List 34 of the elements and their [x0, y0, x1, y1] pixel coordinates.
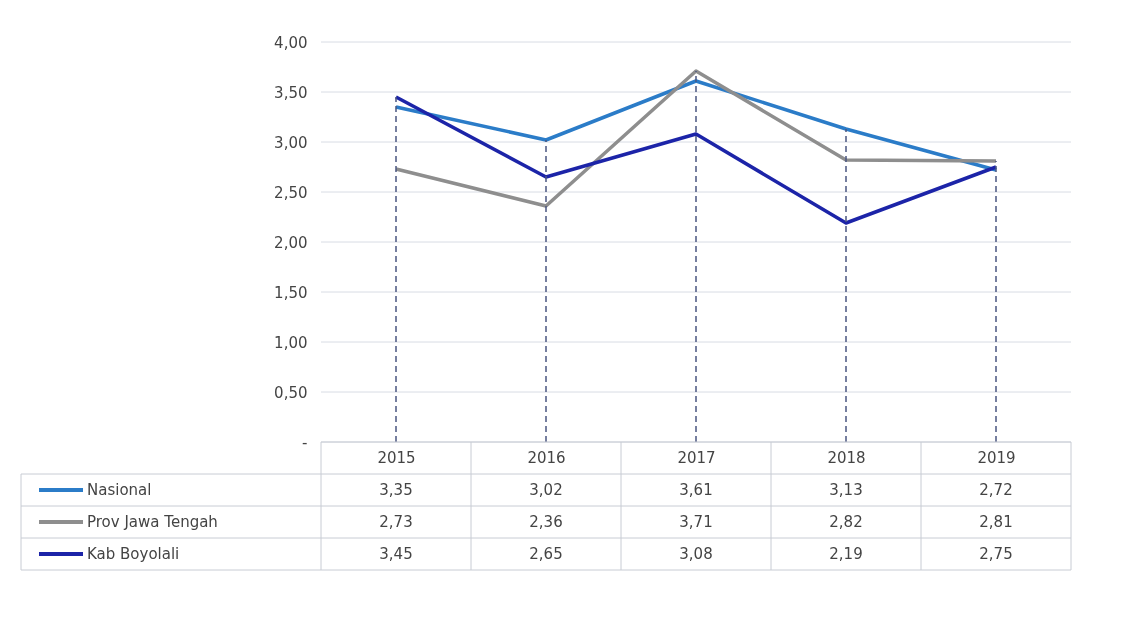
y-tick-label: 1,50: [274, 283, 308, 302]
x-tick-label: 2019: [977, 448, 1016, 467]
y-tick-label: 3,50: [274, 83, 308, 102]
data-label: 3,61: [679, 481, 713, 499]
data-label: 3,45: [379, 545, 413, 563]
y-tick-label: 1,00: [274, 333, 308, 352]
legend-label: Prov Jawa Tengah: [87, 513, 218, 531]
legend-label: Nasional: [87, 481, 152, 499]
data-label: 2,72: [979, 481, 1013, 499]
line-series: [394, 95, 998, 225]
x-tick-label: 2018: [827, 448, 866, 467]
y-tick-label: 0,50: [274, 383, 308, 402]
x-tick-label: 2017: [677, 448, 716, 467]
data-label: 3,13: [829, 481, 863, 499]
data-label: 2,81: [979, 513, 1013, 531]
x-tick-label: 2015: [377, 448, 416, 467]
data-label: 3,08: [679, 545, 713, 563]
legend-label: Kab Boyolali: [87, 545, 180, 563]
y-tick-label: 3,00: [274, 133, 308, 152]
x-tick-label: 2016: [527, 448, 566, 467]
data-label: 2,73: [379, 513, 413, 531]
data-label: 2,82: [829, 513, 863, 531]
y-tick-label: 2,00: [274, 233, 308, 252]
data-label: 3,71: [679, 513, 713, 531]
y-tick-label: -: [302, 433, 308, 452]
y-tick-label: 2,50: [274, 183, 308, 202]
data-label: 2,65: [529, 545, 563, 563]
line-series: [394, 69, 998, 208]
data-label: 3,35: [379, 481, 413, 499]
y-tick-label: 4,00: [274, 33, 308, 52]
data-label: 2,75: [979, 545, 1013, 563]
data-label: 3,02: [529, 481, 563, 499]
data-label: 2,36: [529, 513, 563, 531]
data-label: 2,19: [829, 545, 863, 563]
